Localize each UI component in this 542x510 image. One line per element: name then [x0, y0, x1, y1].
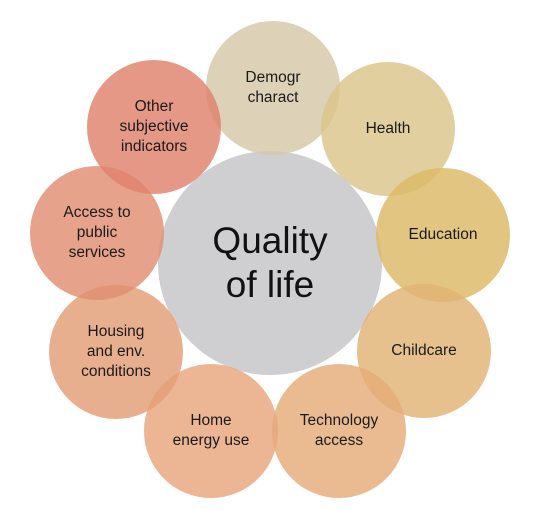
center-circle — [158, 151, 382, 375]
node-demographics — [206, 21, 340, 155]
node-technology-access — [272, 364, 406, 498]
node-housing-conditions — [49, 285, 183, 419]
node-subjective-indicators — [87, 60, 221, 194]
node-education — [376, 168, 510, 302]
